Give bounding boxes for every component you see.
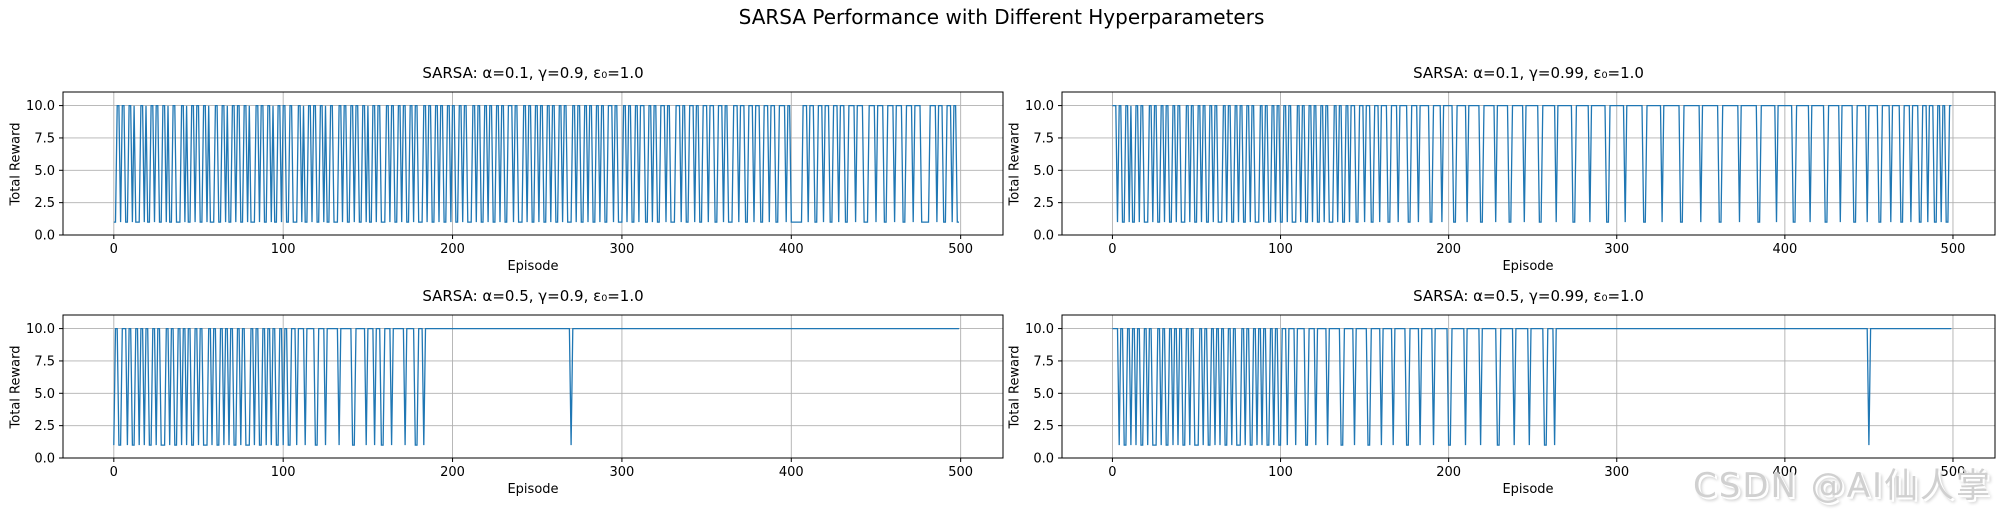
x-tick-label: 100 (271, 242, 296, 257)
x-tick-label: 400 (779, 465, 804, 480)
subplot-2-ylabel: Total Reward (8, 345, 24, 429)
y-tick-label: 7.5 (34, 131, 55, 146)
y-tick-label: 5.0 (1033, 387, 1054, 402)
axes-spines (1061, 91, 1996, 236)
x-tick-label: 500 (1941, 242, 1966, 257)
y-tick-label: 7.5 (34, 354, 55, 369)
y-tick-label: 10.0 (1025, 322, 1054, 337)
x-tick-label: 200 (440, 465, 465, 480)
subplot-2-plot-area: 0 100 200 300 400 500 0.0 2.5 5.0 7.5 10.0 (26, 314, 1004, 480)
y-tick-label: 2.5 (34, 419, 55, 434)
subplot-0-title: SARSA: α=0.1, γ=0.9, ε₀=1.0 (422, 64, 644, 82)
y-tick-label: 2.5 (1033, 196, 1054, 211)
subplot-1-title: SARSA: α=0.1, γ=0.99, ε₀=1.0 (1413, 64, 1644, 82)
x-tick-label: 400 (1772, 465, 1797, 480)
x-tick-label: 500 (1941, 465, 1966, 480)
y-tick-label: 7.5 (1033, 131, 1054, 146)
x-tick-label: 0 (1108, 242, 1116, 257)
subplot-1-ylabel: Total Reward (1007, 122, 1023, 206)
figure-title: SARSA Performance with Different Hyperpa… (738, 5, 1265, 29)
subplot-3-reward-line (1112, 327, 1952, 446)
subplot-2-xlabel: Episode (507, 482, 559, 497)
y-tick-label: 10.0 (1025, 99, 1054, 114)
x-tick-label: 200 (1436, 242, 1461, 257)
x-tick-label: 500 (948, 465, 973, 480)
axes-spines (1061, 314, 1996, 459)
x-tick-label: 300 (1604, 242, 1629, 257)
subplot-0-plot-area: 0 100 200 300 400 500 0.0 2.5 5.0 7.5 10.0 (26, 91, 1004, 257)
x-tick-label: 200 (440, 242, 465, 257)
x-tick-label: 0 (110, 465, 118, 480)
y-tick-label: 5.0 (34, 164, 55, 179)
subplot-0-xlabel: Episode (507, 259, 559, 274)
y-tick-label: 7.5 (1033, 354, 1054, 369)
watermark: CSDN @AI仙人掌 (1693, 466, 1993, 506)
y-tick-label: 5.0 (1033, 164, 1054, 179)
x-tick-label: 100 (1268, 465, 1293, 480)
subplot-3-plot-area: 0 100 200 300 400 500 0.0 2.5 5.0 7.5 10.0 (1025, 314, 1996, 480)
subplot-0-reward-line (113, 104, 959, 223)
x-tick-label: 400 (779, 242, 804, 257)
subplot-1-reward-line (1112, 104, 1952, 223)
x-tick-label: 300 (610, 242, 635, 257)
subplot-1-xlabel: Episode (1502, 259, 1554, 274)
y-tick-label: 0.0 (34, 452, 55, 467)
y-tick-label: 2.5 (1033, 419, 1054, 434)
y-tick-label: 2.5 (34, 196, 55, 211)
x-tick-label: 400 (1772, 242, 1797, 257)
x-tick-label: 200 (1436, 465, 1461, 480)
y-tick-label: 0.0 (34, 229, 55, 244)
subplot-0-ylabel: Total Reward (8, 122, 24, 206)
x-tick-label: 500 (948, 242, 973, 257)
x-tick-label: 0 (110, 242, 118, 257)
subplot-3-xlabel: Episode (1502, 482, 1554, 497)
x-tick-label: 100 (1268, 242, 1293, 257)
x-tick-label: 300 (1604, 465, 1629, 480)
x-tick-label: 300 (610, 465, 635, 480)
subplot-2-reward-line (113, 327, 959, 446)
axes-spines (62, 91, 1004, 236)
y-tick-label: 10.0 (26, 322, 55, 337)
axes-spines (62, 314, 1004, 459)
x-tick-label: 100 (271, 465, 296, 480)
subplot-2-title: SARSA: α=0.5, γ=0.9, ε₀=1.0 (422, 287, 644, 305)
x-tick-label: 0 (1108, 465, 1116, 480)
subplot-3-title: SARSA: α=0.5, γ=0.99, ε₀=1.0 (1413, 287, 1644, 305)
y-tick-label: 0.0 (1033, 452, 1054, 467)
subplot-1-plot-area: 0 100 200 300 400 500 0.0 2.5 5.0 7.5 10.0 (1025, 91, 1996, 257)
y-tick-label: 10.0 (26, 99, 55, 114)
y-tick-label: 5.0 (34, 387, 55, 402)
subplot-3-ylabel: Total Reward (1007, 345, 1023, 429)
y-tick-label: 0.0 (1033, 229, 1054, 244)
